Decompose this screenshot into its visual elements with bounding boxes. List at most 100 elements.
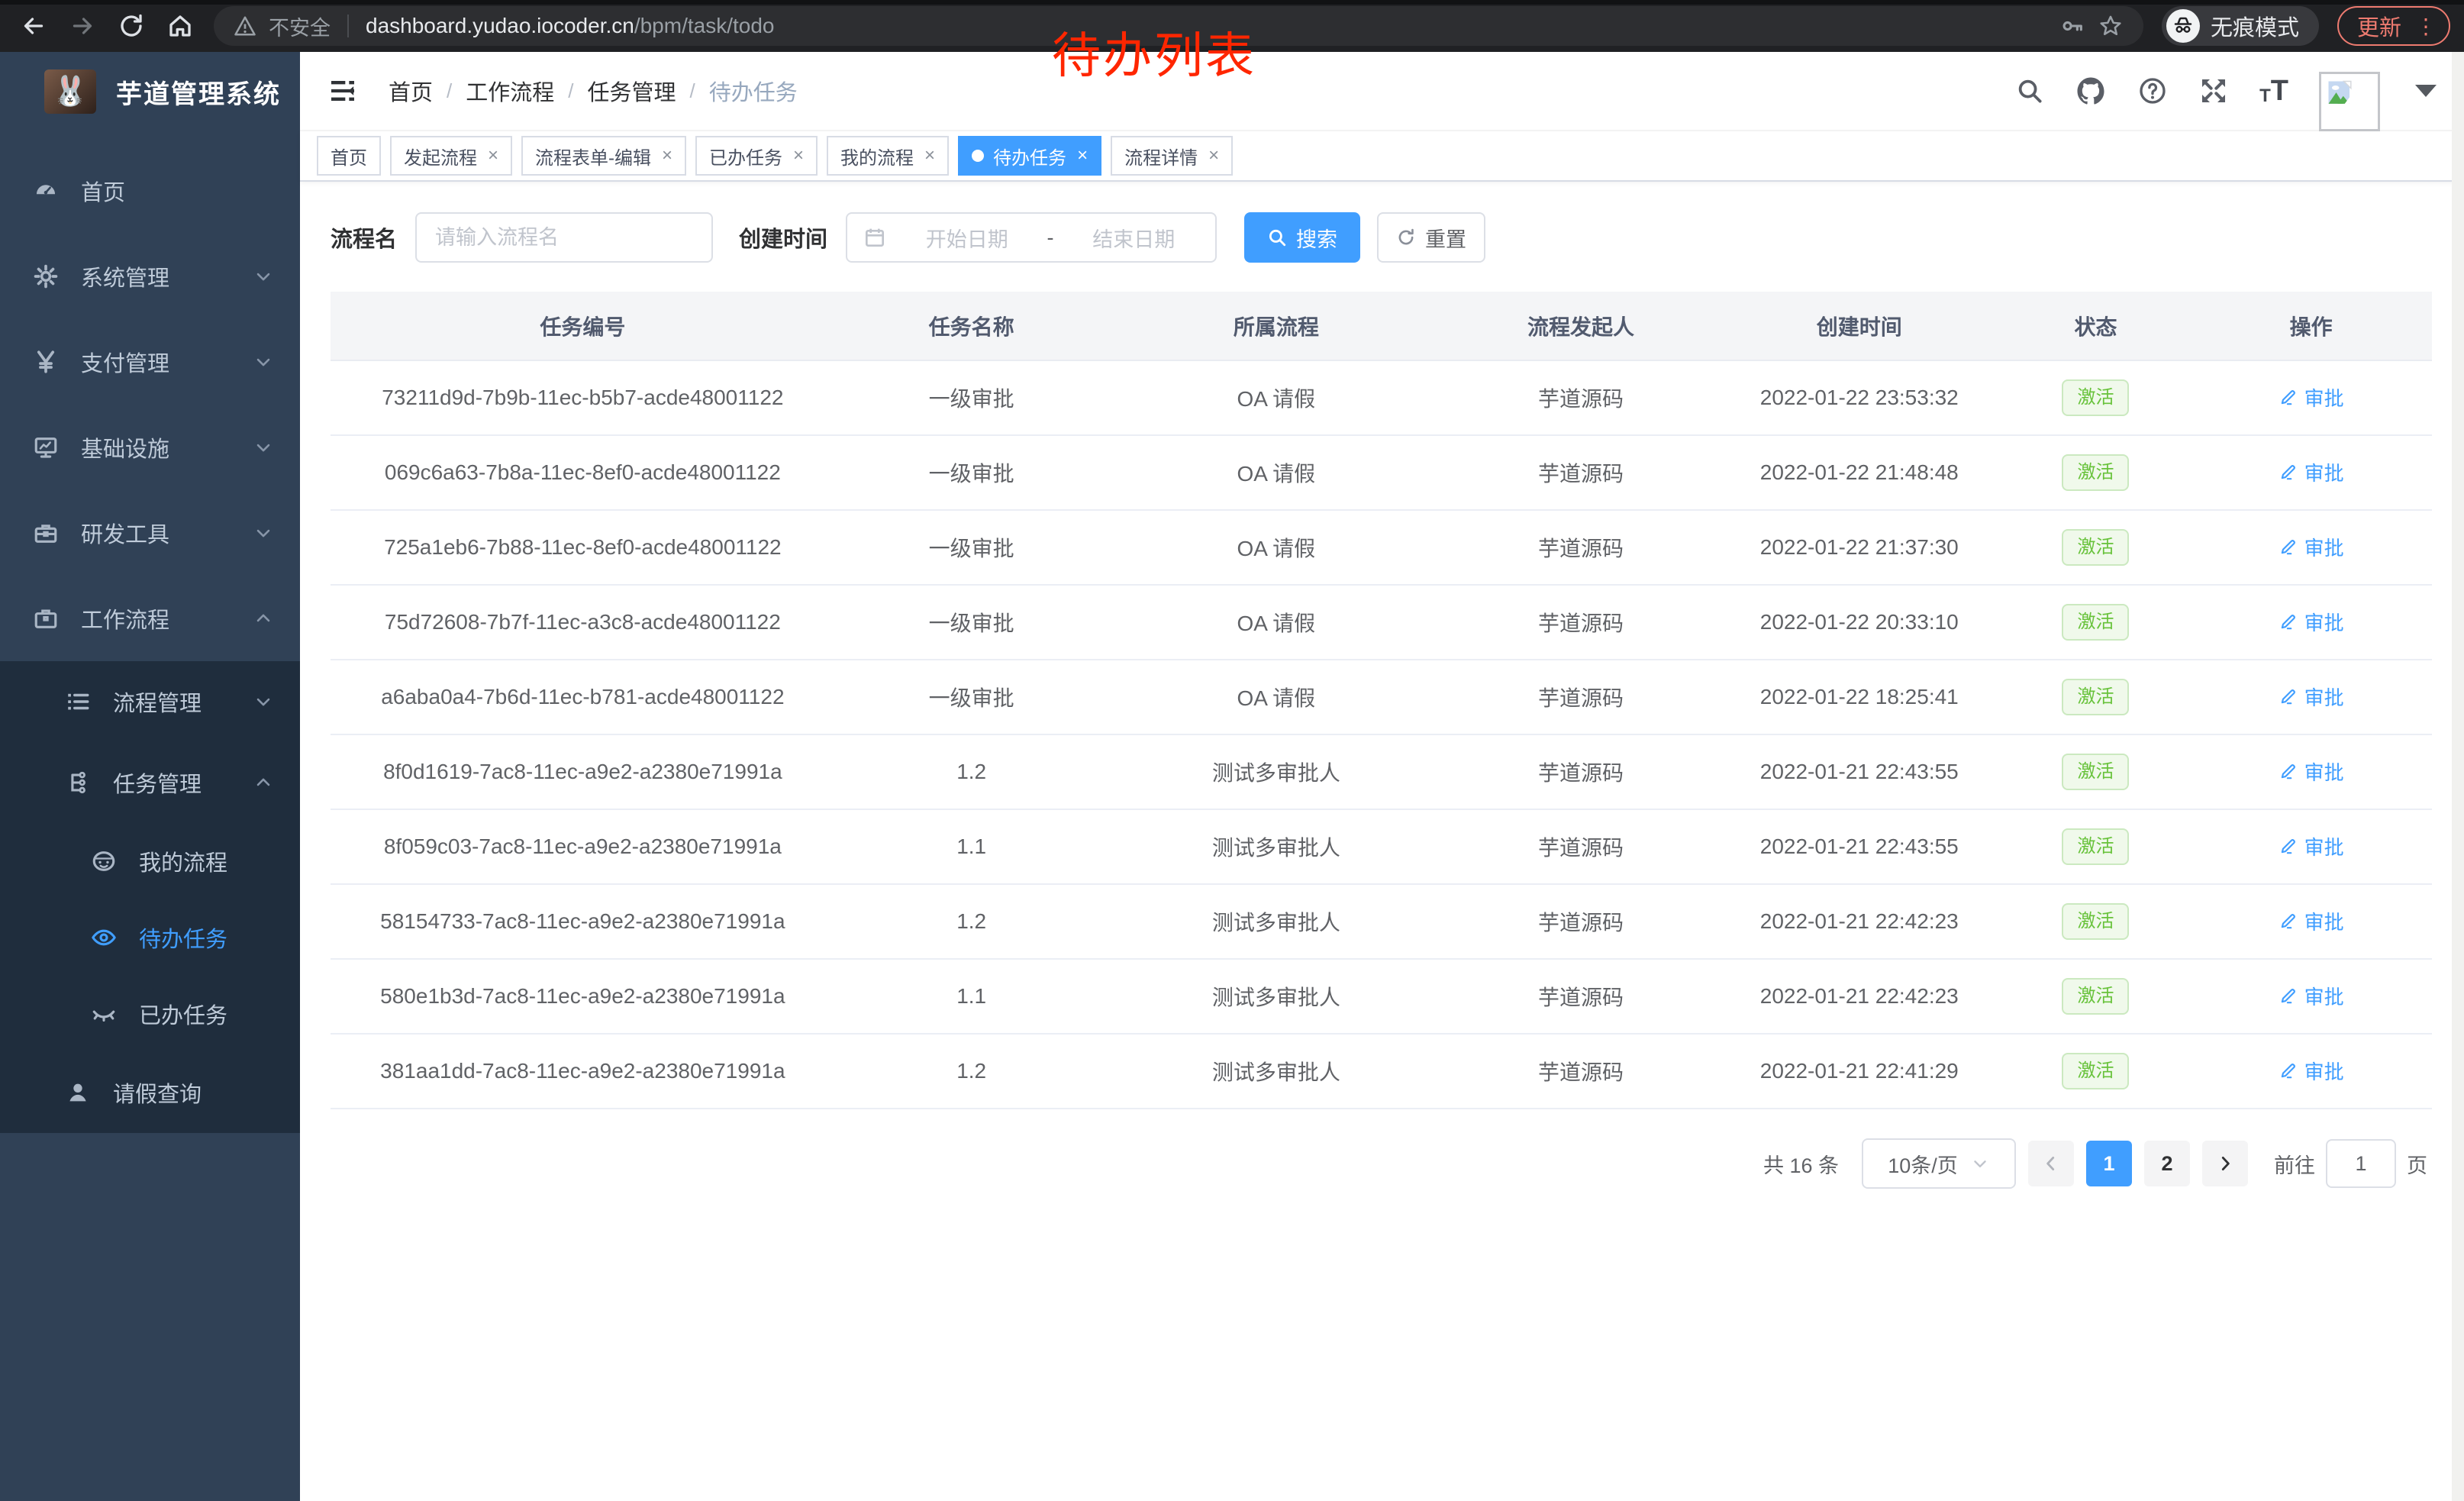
tab-流程表单-编辑[interactable]: 流程表单-编辑 × [521, 136, 687, 176]
home-icon[interactable] [165, 11, 195, 41]
sidebar-item-工作流程[interactable]: 工作流程 [0, 576, 300, 661]
sidebar-item-首页[interactable]: 首页 [0, 148, 300, 234]
cell-name: 一级审批 [834, 360, 1108, 436]
next-page-button[interactable] [2202, 1141, 2248, 1186]
approve-label: 审批 [2304, 386, 2344, 410]
table-row: 58154733-7ac8-11ec-a9e2-a2380e71991a 1.2 测… [331, 884, 2432, 960]
approve-link[interactable]: 审批 [2279, 608, 2344, 636]
approve-link[interactable]: 审批 [2279, 1057, 2344, 1085]
tab-首页[interactable]: 首页 [317, 136, 381, 176]
approve-label: 审批 [2304, 686, 2344, 709]
sidebar-item-研发工具[interactable]: 研发工具 [0, 490, 300, 576]
cell-name: 一级审批 [834, 435, 1108, 511]
cell-time: 2022-01-21 22:43:55 [1717, 734, 2001, 810]
breadcrumb-item[interactable]: 工作流程 [466, 81, 555, 105]
tab-发起流程[interactable]: 发起流程 × [390, 136, 513, 176]
tab-流程详情[interactable]: 流程详情 × [1111, 136, 1234, 176]
sidebar-item-我的流程[interactable]: 我的流程 [0, 823, 300, 899]
toolbox-icon [29, 520, 63, 546]
cell-process: OA 请假 [1108, 510, 1445, 586]
reset-button[interactable]: 重置 [1377, 212, 1486, 263]
approve-link[interactable]: 审批 [2279, 757, 2344, 786]
page-button-1[interactable]: 1 [2086, 1141, 2132, 1186]
page-button-2[interactable]: 2 [2144, 1141, 2190, 1186]
cell-name: 1.1 [834, 959, 1108, 1035]
cell-process: OA 请假 [1108, 585, 1445, 660]
tab-我的流程[interactable]: 我的流程 × [827, 136, 950, 176]
cell-status: 激活 [2001, 959, 2191, 1035]
sidebar-item-请假查询[interactable]: 请假查询 [0, 1052, 300, 1133]
search-icon[interactable] [2015, 76, 2044, 105]
forward-icon[interactable] [67, 11, 98, 41]
sidebar-item-label: 请假查询 [113, 1083, 202, 1107]
goto-page-input[interactable] [2326, 1139, 2396, 1188]
sidebar-item-支付管理[interactable]: 支付管理 [0, 319, 300, 405]
approve-link[interactable]: 审批 [2279, 458, 2344, 486]
approve-link[interactable]: 审批 [2279, 832, 2344, 860]
breadcrumb-item[interactable]: 任务管理 [587, 81, 676, 105]
help-icon[interactable] [2137, 76, 2168, 106]
breadcrumb-item[interactable]: 首页 [389, 81, 434, 105]
tab-label: 我的流程 [840, 147, 914, 169]
table-row: 381aa1dd-7ac8-11ec-a9e2-a2380e71991a 1.2 测… [331, 1034, 2432, 1109]
date-range-picker[interactable]: 开始日期 - 结束日期 [846, 212, 1217, 263]
tags-view-bar: 首页 发起流程 × 流程表单-编辑 × 已办任务 × 我的流程 × 待办任务 × 流程详情 × [300, 131, 2464, 182]
reload-icon[interactable] [116, 11, 147, 41]
sidebar-item-基础设施[interactable]: 基础设施 [0, 405, 300, 490]
key-icon[interactable] [2059, 13, 2085, 39]
close-icon[interactable]: × [662, 145, 673, 166]
close-icon[interactable]: × [1208, 145, 1220, 166]
time-filter-label: 创建时间 [739, 228, 828, 252]
sidebar-item-已办任务[interactable]: 已办任务 [0, 976, 300, 1052]
url-bar[interactable]: 不安全 dashboard.yudao.iocoder.cn/bpm/task/… [214, 6, 2143, 46]
close-icon[interactable]: × [1077, 145, 1088, 166]
update-button[interactable]: 更新 ⋮ [2337, 6, 2450, 46]
bookmark-star-icon[interactable] [2098, 13, 2124, 39]
approve-link[interactable]: 审批 [2279, 533, 2344, 561]
table-row: a6aba0a4-7b6d-11ec-b781-acde48001122 一级审批… [331, 660, 2432, 735]
cell-process: 测试多审批人 [1108, 959, 1445, 1035]
search-button[interactable]: 搜索 [1244, 212, 1361, 263]
approve-link[interactable]: 审批 [2279, 907, 2344, 935]
sidebar-item-任务管理[interactable]: 任务管理 [0, 742, 300, 823]
avatar-caret-icon[interactable] [2415, 85, 2437, 97]
approve-link[interactable]: 审批 [2279, 683, 2344, 711]
cell-starter: 芋道源码 [1444, 585, 1717, 660]
back-icon[interactable] [18, 11, 49, 41]
start-date-placeholder[interactable]: 开始日期 [925, 228, 1008, 251]
annotation-overlay-text: 待办列表 [1052, 28, 1256, 83]
logo-row[interactable]: 🐰 芋道管理系统 [0, 52, 300, 131]
close-icon[interactable]: × [924, 145, 936, 166]
column-header-任务编号: 任务编号 [331, 292, 835, 360]
cell-starter: 芋道源码 [1444, 809, 1717, 885]
cell-status: 激活 [2001, 809, 2191, 885]
browser-menu-icon[interactable]: ⋮ [2415, 14, 2437, 38]
edit-icon [2279, 537, 2298, 557]
tab-已办任务[interactable]: 已办任务 × [695, 136, 818, 176]
close-icon[interactable]: × [793, 145, 805, 166]
sidebar-item-系统管理[interactable]: 系统管理 [0, 234, 300, 319]
cell-id: 8f059c03-7ac8-11ec-a9e2-a2380e71991a [331, 809, 835, 885]
fullscreen-icon[interactable] [2198, 76, 2229, 106]
close-icon[interactable]: × [488, 145, 499, 166]
approve-link[interactable]: 审批 [2279, 383, 2344, 412]
edit-icon [2279, 986, 2298, 1006]
github-icon[interactable] [2075, 75, 2107, 107]
table-row: 8f0d1619-7ac8-11ec-a9e2-a2380e71991a 1.2 测… [331, 734, 2432, 810]
approve-link[interactable]: 审批 [2279, 982, 2344, 1010]
process-name-input[interactable] [435, 225, 694, 250]
avatar[interactable] [2319, 72, 2380, 131]
cell-time: 2022-01-22 18:25:41 [1717, 660, 2001, 735]
sidebar-item-流程管理[interactable]: 流程管理 [0, 661, 300, 742]
sidebar-toggle-icon[interactable] [327, 76, 358, 106]
sidebar-item-label: 首页 [81, 181, 126, 205]
reset-button-label: 重置 [1425, 228, 1467, 251]
tab-待办任务[interactable]: 待办任务 × [958, 136, 1102, 176]
end-date-placeholder[interactable]: 结束日期 [1092, 228, 1176, 251]
sidebar-item-待办任务[interactable]: 待办任务 [0, 899, 300, 976]
page-scrollbar[interactable] [2452, 52, 2464, 1501]
page-size-select[interactable]: 10条/页 [1862, 1138, 2016, 1189]
prev-page-button[interactable] [2028, 1141, 2074, 1186]
